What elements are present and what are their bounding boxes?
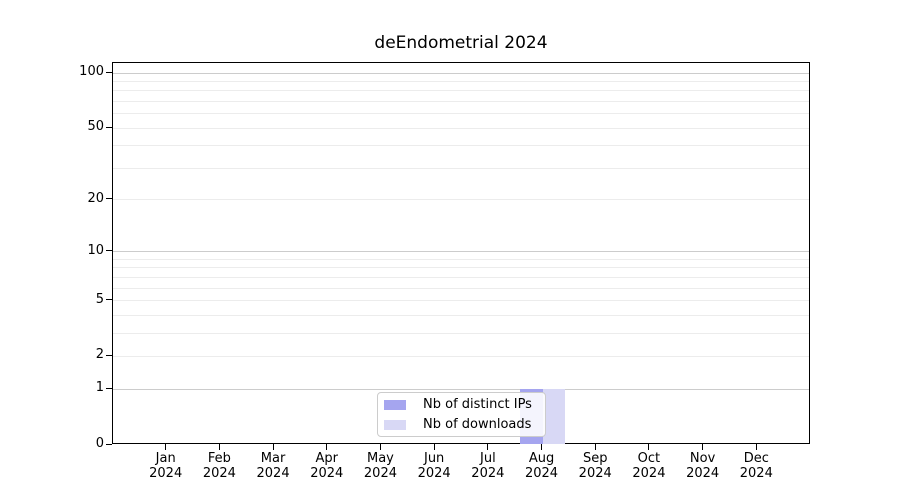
x-tick-mark: [594, 444, 596, 450]
x-tick-mark: [218, 444, 220, 450]
y-tick-mark: [106, 126, 112, 128]
bar-aug-nb-of-downloads: [542, 389, 566, 444]
gridline-major: [113, 72, 809, 74]
x-tick-label: Sep 2024: [578, 451, 612, 481]
x-tick-label: Mar 2024: [256, 451, 290, 481]
legend-entry: Nb of downloads: [384, 417, 545, 432]
gridline-minor: [113, 300, 809, 302]
y-tick-mark: [106, 299, 112, 301]
y-tick-label: 2: [95, 347, 104, 363]
y-tick-mark: [106, 198, 112, 200]
x-tick-mark: [755, 444, 757, 450]
y-tick-label: 1: [95, 380, 104, 396]
legend-label: Nb of downloads: [423, 417, 532, 432]
y-tick-mark: [106, 250, 112, 252]
legend-entry: Nb of distinct IPs: [384, 397, 545, 412]
gridline-minor: [113, 167, 809, 169]
x-tick-label: Jul 2024: [471, 451, 505, 481]
gridline-minor: [113, 113, 809, 115]
gridline-minor: [113, 199, 809, 201]
gridline-minor: [113, 127, 809, 129]
x-tick-label: Oct 2024: [632, 451, 666, 481]
y-tick-label: 0: [95, 436, 104, 451]
x-tick-label: Jun 2024: [417, 451, 451, 481]
gridline-minor: [113, 355, 809, 357]
gridline-minor: [113, 267, 809, 269]
gridline-minor: [113, 90, 809, 92]
x-tick-mark: [541, 444, 543, 450]
y-tick-label: 100: [79, 64, 104, 79]
x-tick-mark: [272, 444, 274, 450]
x-tick-label: Apr 2024: [310, 451, 344, 481]
gridline-major: [113, 388, 809, 390]
y-tick-label: 20: [87, 190, 104, 206]
gridline-major: [113, 251, 809, 253]
y-tick-mark: [106, 387, 112, 389]
x-tick-label: Nov 2024: [686, 451, 720, 481]
gridline-minor: [113, 332, 809, 334]
x-tick-mark: [702, 444, 704, 450]
chart-title: deEndometrial 2024: [374, 33, 548, 53]
x-tick-mark: [433, 444, 435, 450]
x-tick-mark: [165, 444, 167, 450]
legend-swatch-nb-of-downloads: [384, 419, 406, 430]
gridline-minor: [113, 145, 809, 147]
x-tick-label: Aug 2024: [524, 451, 559, 481]
y-tick-label: 10: [87, 242, 104, 258]
x-tick-label: Jan 2024: [149, 451, 183, 481]
x-tick-mark: [326, 444, 328, 450]
gridline-minor: [113, 276, 809, 278]
x-tick-label: Feb 2024: [202, 451, 236, 481]
x-tick-mark: [648, 444, 650, 450]
y-tick-mark: [106, 354, 112, 356]
plot-area: [112, 62, 810, 444]
legend: Nb of distinct IPs Nb of downloads: [377, 392, 546, 437]
x-tick-label: May 2024: [363, 451, 397, 481]
gridline-minor: [113, 287, 809, 289]
x-tick-mark: [379, 444, 381, 450]
y-tick-label: 5: [95, 291, 104, 307]
gridline-minor: [113, 314, 809, 316]
gridline-minor: [113, 258, 809, 260]
y-tick-mark: [106, 443, 112, 445]
x-tick-label: Dec 2024: [739, 451, 773, 481]
y-tick-mark: [106, 71, 112, 73]
gridline-minor: [113, 100, 809, 102]
gridline-minor: [113, 80, 809, 82]
legend-label: Nb of distinct IPs: [423, 397, 532, 412]
legend-swatch-nb-of-distinct-ips: [384, 399, 406, 410]
y-tick-label: 50: [87, 119, 104, 135]
x-tick-mark: [487, 444, 489, 450]
